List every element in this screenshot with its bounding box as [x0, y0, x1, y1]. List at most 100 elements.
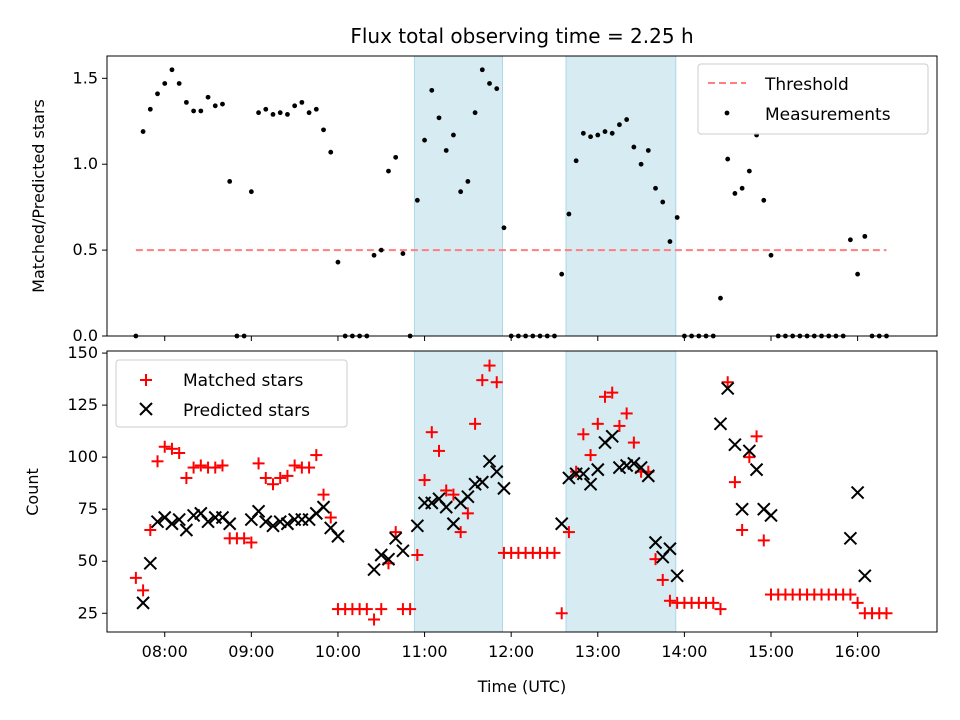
- matched-star-point: [584, 449, 597, 462]
- predicted-star-point: [396, 544, 410, 558]
- measurement-point: [696, 333, 702, 339]
- x-tick-label: 13:00: [575, 642, 621, 661]
- measurement-point: [588, 134, 593, 140]
- measurements-legend-label: Measurements: [765, 105, 891, 125]
- measurement-point: [147, 106, 153, 112]
- measurement-point: [364, 333, 370, 339]
- measurement-point: [797, 333, 803, 339]
- measurement-point: [263, 106, 269, 112]
- measurement-point: [133, 333, 139, 339]
- measurement-point: [472, 110, 478, 116]
- top-y-axis-label: Matched/Predicted stars: [29, 99, 48, 293]
- top-shaded-regions: [413, 55, 677, 337]
- bottom-y-axis-label: Count: [23, 468, 42, 516]
- measurement-point: [537, 333, 543, 339]
- predicted-star-point: [475, 475, 490, 489]
- matched-star-point: [447, 488, 460, 501]
- bottom-y-tick-label: 50: [78, 551, 98, 570]
- predicted-star-point: [367, 562, 381, 577]
- matched-star-point: [252, 457, 265, 470]
- measurement-point: [609, 130, 615, 136]
- bottom-axes-frame: [106, 350, 938, 633]
- measurement-point: [508, 333, 514, 339]
- predicted-star-point: [374, 548, 388, 562]
- predicted-star-point: [554, 517, 569, 531]
- predicted-star-point: [627, 456, 641, 471]
- matched-star-point: [851, 596, 864, 609]
- matched-star-point: [303, 461, 316, 474]
- measurement-point: [436, 115, 442, 121]
- matched-star-point: [613, 419, 626, 432]
- matched-star-point: [577, 428, 590, 441]
- matched-star-point: [245, 536, 258, 549]
- measurement-point: [443, 148, 449, 153]
- measurement-point: [862, 233, 868, 239]
- matched-star-point: [728, 476, 741, 489]
- measurement-point: [407, 333, 413, 339]
- predicted-star-point: [446, 517, 461, 531]
- predicted-star-point: [490, 465, 504, 479]
- predicted-star-point: [858, 569, 872, 583]
- measurement-point: [624, 117, 630, 122]
- measurement-point: [256, 110, 261, 116]
- measurement-point: [414, 197, 420, 203]
- measurement-point: [422, 137, 427, 143]
- measurement-point: [811, 333, 817, 339]
- measurement-point: [191, 108, 197, 114]
- measurement-point: [761, 197, 767, 203]
- matched-star-point: [599, 390, 611, 403]
- top-y-tick-label: 1.5: [73, 68, 98, 87]
- measurement-point: [573, 158, 579, 164]
- predicted-star-point: [461, 489, 475, 504]
- measurement-point: [371, 252, 377, 258]
- measurement-point: [653, 185, 658, 191]
- bottom-y-tick-label: 100: [67, 447, 98, 466]
- predicted-star-point: [562, 471, 576, 485]
- measurement-point: [494, 86, 500, 92]
- matched-star-point: [158, 440, 171, 453]
- measurement-point: [645, 148, 651, 153]
- matched-star-point: [238, 532, 251, 545]
- bottom-shaded-region: [565, 350, 677, 633]
- matched-star-point: [281, 469, 294, 482]
- measurement-point: [660, 199, 666, 205]
- x-tick-label: 12:00: [488, 642, 534, 661]
- predicted-star-point: [583, 477, 598, 491]
- matched-star-point: [844, 588, 857, 601]
- matched-star-point: [555, 607, 568, 620]
- measurement-point: [674, 215, 680, 220]
- predicted-legend-label: Predicted stars: [183, 401, 310, 421]
- top-y-ticks: 0.0 0.5 1.0 1.5: [73, 68, 107, 345]
- measurement-points: [133, 67, 889, 339]
- measurement-point: [248, 189, 254, 195]
- predicted-star-point: [251, 504, 266, 518]
- measurement-point: [718, 295, 723, 301]
- matched-star-point: [375, 603, 388, 616]
- measurement-point: [479, 67, 485, 73]
- measurement-point: [703, 333, 709, 339]
- measurement-point: [826, 333, 832, 339]
- measurement-point: [212, 103, 218, 109]
- matched-legend-swatch: [140, 374, 152, 386]
- measurement-point: [169, 67, 175, 73]
- matched-star-point: [425, 426, 438, 439]
- bottom-panel: 25 50 75 100 125 150 08:00 09:00 10:00 11:00 12:0…: [23, 343, 938, 696]
- measurement-point: [783, 333, 788, 339]
- matched-star-point: [209, 461, 222, 474]
- predicted-star-point: [713, 417, 728, 431]
- measurement-point: [321, 127, 326, 133]
- predicted-star-point: [576, 467, 591, 481]
- matched-star-point: [129, 571, 142, 584]
- matched-star-point: [259, 471, 272, 484]
- measurements-legend-swatch: [724, 110, 730, 116]
- matched-star-point: [627, 436, 640, 449]
- top-chart-title: Flux total observing time = 2.25 h: [350, 24, 693, 48]
- measurement-point: [768, 252, 774, 258]
- matched-star-point: [151, 455, 164, 468]
- top-y-tick-label: 0.5: [73, 240, 98, 259]
- matched-star-point: [620, 407, 633, 420]
- top-shaded-region: [565, 55, 677, 337]
- x-tick-label: 09:00: [228, 642, 274, 661]
- measurement-point: [501, 225, 507, 231]
